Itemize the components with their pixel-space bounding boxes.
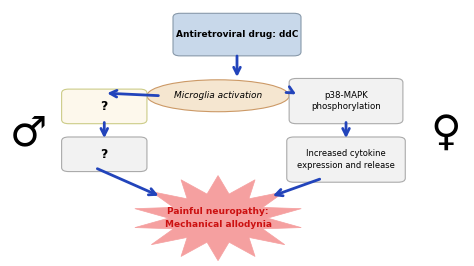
Text: Increased cytokine
expression and release: Increased cytokine expression and releas…: [297, 149, 395, 170]
FancyBboxPatch shape: [287, 137, 405, 182]
Text: Painful neuropathy:
Mechanical allodynia: Painful neuropathy: Mechanical allodynia: [164, 207, 272, 229]
Text: ?: ?: [100, 100, 108, 113]
Polygon shape: [135, 176, 301, 261]
Text: Microglia activation: Microglia activation: [174, 91, 262, 100]
Ellipse shape: [147, 80, 289, 112]
FancyBboxPatch shape: [289, 78, 403, 124]
Text: ♂: ♂: [10, 112, 47, 154]
Text: ?: ?: [100, 148, 108, 161]
Text: ♀: ♀: [430, 112, 461, 154]
Text: p38-MAPK
phosphorylation: p38-MAPK phosphorylation: [311, 91, 381, 111]
FancyBboxPatch shape: [62, 89, 147, 124]
FancyBboxPatch shape: [62, 137, 147, 172]
Text: Antiretroviral drug: ddC: Antiretroviral drug: ddC: [176, 30, 298, 39]
FancyBboxPatch shape: [173, 13, 301, 56]
